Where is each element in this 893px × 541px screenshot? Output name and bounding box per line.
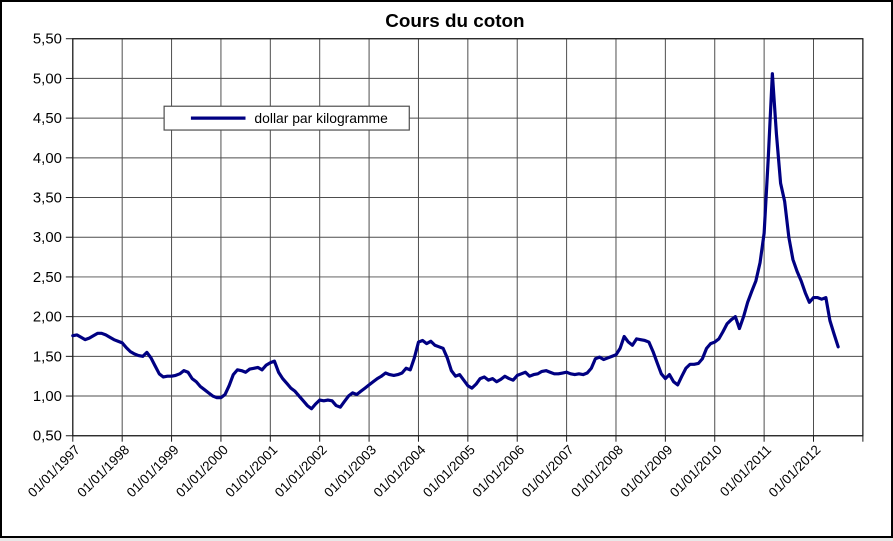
y-tick-label: 4,00 (33, 151, 62, 167)
x-tick-label: 01/01/1999 (124, 442, 182, 500)
y-tick-label: 3,00 (33, 230, 62, 246)
y-tick-label: 4,50 (33, 111, 62, 127)
x-tick-label: 01/01/1997 (25, 442, 83, 500)
x-tick-label: 01/01/2000 (173, 442, 231, 500)
x-tick-label: 01/01/2012 (766, 442, 824, 500)
x-tick-label: 01/01/2008 (568, 442, 626, 500)
plot-area: 5,50 5,00 4,50 4,00 3,50 3,00 2,50 2,00 1,50 1,00… (25, 32, 864, 500)
x-tick-label: 01/01/2004 (371, 442, 429, 500)
x-tick-label: 01/01/2003 (321, 442, 379, 500)
x-tick-label: 01/01/2009 (617, 442, 675, 500)
y-tick-label: 1,00 (33, 389, 62, 405)
x-tick-label: 01/01/2006 (469, 442, 527, 500)
legend: dollar par kilogramme (163, 105, 410, 131)
y-tick-label: 1,50 (33, 349, 62, 365)
plot-frame (72, 38, 864, 437)
y-tick-label: 0,50 (33, 429, 62, 445)
x-tick-label: 01/01/2005 (420, 442, 478, 500)
y-tick-label: 3,50 (33, 190, 62, 206)
y-tick-label: 5,00 (33, 71, 62, 87)
price-line-series (71, 72, 840, 411)
y-tick-label: 2,00 (33, 310, 62, 326)
x-tick-label: 01/01/1998 (74, 442, 132, 500)
legend-box (163, 105, 410, 131)
y-tick-label: 2,50 (33, 270, 62, 286)
y-tick-label: 5,50 (33, 32, 62, 48)
legend-label: dollar par kilogramme (254, 110, 388, 126)
x-tick-label: 01/01/2007 (519, 442, 577, 500)
x-tick-label: 01/01/2010 (667, 442, 725, 500)
x-tick-label: 01/01/2002 (272, 442, 330, 500)
chart-title: Cours du coton (385, 10, 524, 31)
x-tick-label: 01/01/2001 (222, 442, 280, 500)
